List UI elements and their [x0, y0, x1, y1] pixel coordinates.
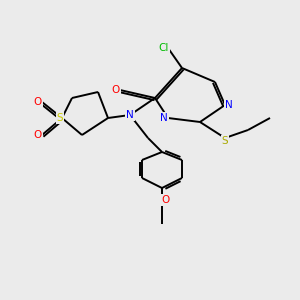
Text: Cl: Cl	[159, 43, 169, 53]
Text: O: O	[112, 85, 120, 95]
Text: O: O	[34, 97, 42, 107]
Text: N: N	[225, 100, 233, 110]
Text: O: O	[162, 195, 170, 205]
Text: S: S	[57, 113, 63, 123]
Text: S: S	[222, 136, 228, 146]
Text: N: N	[126, 110, 134, 120]
Text: N: N	[160, 113, 168, 123]
Text: O: O	[34, 130, 42, 140]
